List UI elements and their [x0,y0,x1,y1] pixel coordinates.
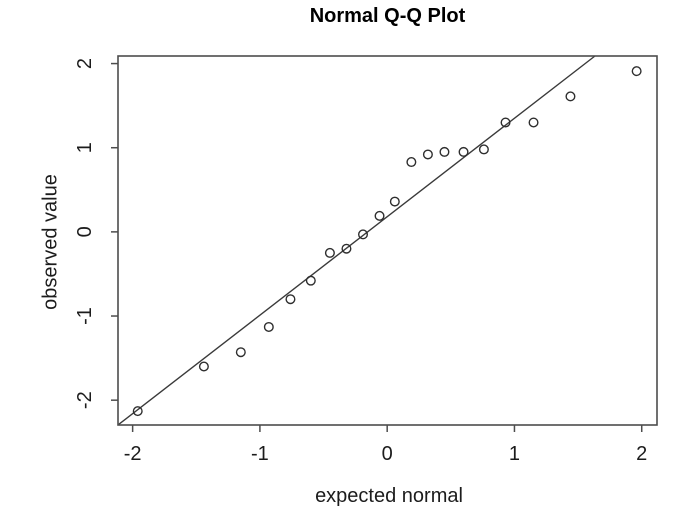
plot-box [117,55,658,426]
data-point [263,321,274,332]
qq-reference-line [117,55,596,426]
data-point [631,66,642,77]
data-point [374,210,385,221]
axis-ticks-layer: -2 -1 0 1 2 -2 -1 0 1 2 [74,58,647,465]
y-axis-tick-label: 2 [74,58,96,69]
x-axis-tick-label: 0 [382,443,393,465]
data-point [458,146,469,157]
data-point [500,117,511,128]
data-point [235,347,246,358]
data-point [478,144,489,155]
x-axis-tick-label: 2 [636,443,647,465]
x-axis-label: expected normal [315,485,463,507]
y-axis-tick-label: -1 [74,307,96,325]
plot-box-layer [117,55,658,426]
data-point [389,196,400,207]
data-point [198,361,209,372]
x-axis-tick-label: -2 [124,443,142,465]
data-point [358,229,369,240]
chart-title: Normal Q-Q Plot [310,5,466,27]
data-point [324,247,335,258]
data-point [132,406,143,417]
reference-line-layer [117,55,596,426]
data-point [285,294,296,305]
x-axis-tick-label: -1 [251,443,269,465]
data-point [565,91,576,102]
y-axis-label: observed value [40,174,62,310]
data-point [528,117,539,128]
data-point [341,243,352,254]
data-point [422,149,433,160]
data-point [439,146,450,157]
y-axis-tick-label: 0 [74,226,96,237]
y-axis-tick-label: -2 [74,391,96,409]
data-point [406,157,417,168]
data-points-layer [132,66,642,417]
y-axis-tick-label: 1 [74,142,96,153]
data-point [305,275,316,286]
x-axis-tick-label: 1 [509,443,520,465]
